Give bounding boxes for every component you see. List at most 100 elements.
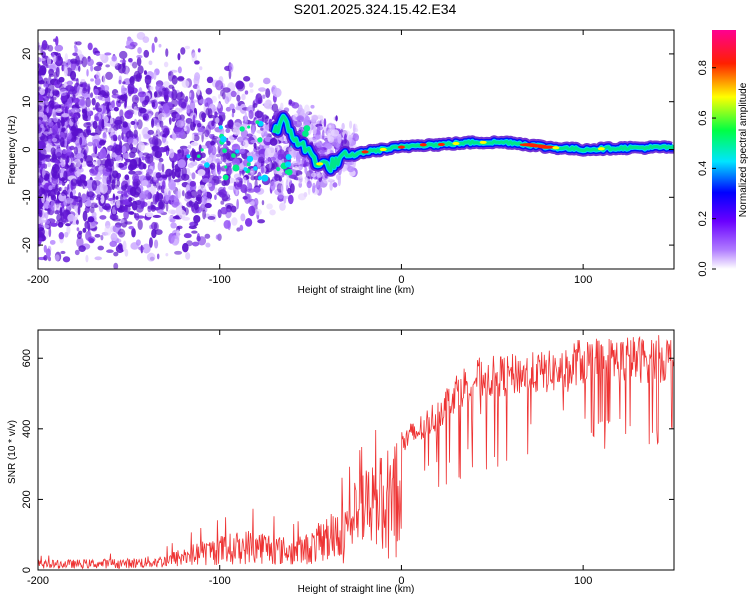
noise-blob <box>204 233 211 239</box>
noise-blob <box>137 219 143 230</box>
noise-blob <box>133 157 142 167</box>
noise-blob <box>306 180 312 189</box>
noise-blob <box>177 53 181 61</box>
noise-blob <box>153 222 159 232</box>
noise-blob <box>80 79 86 83</box>
noise-blob <box>337 133 342 144</box>
noise-blob <box>310 104 315 109</box>
noise-blob <box>277 149 286 158</box>
noise-blob <box>71 115 79 123</box>
noise-blob <box>89 206 95 214</box>
noise-blob <box>231 108 236 114</box>
noise-blob <box>257 156 265 164</box>
noise-speckle <box>218 125 224 130</box>
noise-blob <box>287 187 292 195</box>
noise-blob <box>38 75 43 81</box>
noise-blob <box>165 202 169 212</box>
noise-blob <box>189 180 196 187</box>
noise-speckle <box>232 164 240 172</box>
noise-blob <box>316 125 321 136</box>
noise-blob <box>76 84 82 96</box>
noise-blob <box>64 231 69 238</box>
noise-blob <box>216 161 221 173</box>
noise-blob <box>111 179 116 190</box>
noise-blob <box>240 129 249 139</box>
noise-blob <box>143 70 147 75</box>
noise-blob <box>64 186 68 191</box>
noise-speckle <box>257 175 263 181</box>
noise-blob <box>222 143 228 149</box>
noise-blob <box>169 218 176 223</box>
noise-blob <box>192 241 200 247</box>
noise-blob <box>41 120 46 126</box>
noise-blob <box>254 110 263 119</box>
noise-blob <box>93 215 97 222</box>
spectrogram-y-label: Frequency (Hz) <box>7 116 18 185</box>
noise-blob <box>265 88 271 99</box>
noise-blob <box>310 172 317 178</box>
noise-blob <box>45 100 49 106</box>
noise-blob <box>93 65 102 72</box>
noise-blob <box>229 63 234 73</box>
noise-blob <box>96 107 103 113</box>
noise-blob <box>151 42 155 53</box>
noise-blob <box>57 221 64 228</box>
noise-blob <box>249 89 254 93</box>
noise-blob <box>220 206 228 215</box>
noise-blob <box>112 215 117 220</box>
noise-blob <box>122 121 129 128</box>
noise-blob <box>161 163 165 173</box>
noise-blob <box>105 64 110 68</box>
noise-blob <box>352 123 356 134</box>
noise-blob <box>228 134 235 144</box>
noise-blob <box>303 104 310 115</box>
noise-blob <box>95 197 102 201</box>
noise-blob <box>40 135 49 142</box>
noise-speckle <box>257 137 263 143</box>
noise-blob <box>121 185 127 191</box>
noise-blob <box>76 236 84 248</box>
noise-speckle <box>286 168 293 176</box>
noise-blob <box>226 140 231 146</box>
y-tick-label: -10 <box>21 189 33 205</box>
noise-blob <box>122 240 127 252</box>
noise-blob <box>64 53 69 64</box>
noise-blob <box>245 193 252 203</box>
noise-blob <box>97 166 104 175</box>
noise-blob <box>161 89 170 96</box>
noise-blob <box>224 96 230 105</box>
noise-blob <box>165 252 169 257</box>
noise-blob <box>187 144 192 149</box>
noise-blob <box>119 109 124 118</box>
noise-blob <box>152 181 157 187</box>
signal-hotspot <box>419 143 427 147</box>
noise-blob <box>141 156 146 161</box>
noise-blob <box>149 86 154 91</box>
signal-hotspot <box>552 146 560 150</box>
noise-blob <box>50 95 54 105</box>
colorbar-tick-label: 0.2 <box>697 211 709 226</box>
noise-blob <box>291 160 300 166</box>
noise-blob <box>86 58 94 67</box>
noise-speckle <box>204 162 210 168</box>
noise-speckle <box>235 149 240 154</box>
noise-blob <box>150 205 156 212</box>
noise-blob <box>180 47 186 55</box>
noise-blob <box>51 195 57 201</box>
noise-blob <box>277 191 284 200</box>
noise-blob <box>297 193 307 201</box>
noise-blob <box>121 132 124 141</box>
noise-blob <box>160 174 169 179</box>
noise-blob <box>241 93 246 101</box>
noise-blob <box>104 225 112 236</box>
noise-blob <box>197 189 203 197</box>
noise-blob <box>48 73 55 78</box>
signal-hotspot <box>379 147 387 152</box>
noise-blob <box>55 66 60 78</box>
noise-blob <box>222 152 227 163</box>
x-tick-label: -200 <box>27 274 49 286</box>
noise-blob <box>117 63 126 74</box>
noise-blob <box>44 141 53 152</box>
noise-blob <box>191 230 198 234</box>
